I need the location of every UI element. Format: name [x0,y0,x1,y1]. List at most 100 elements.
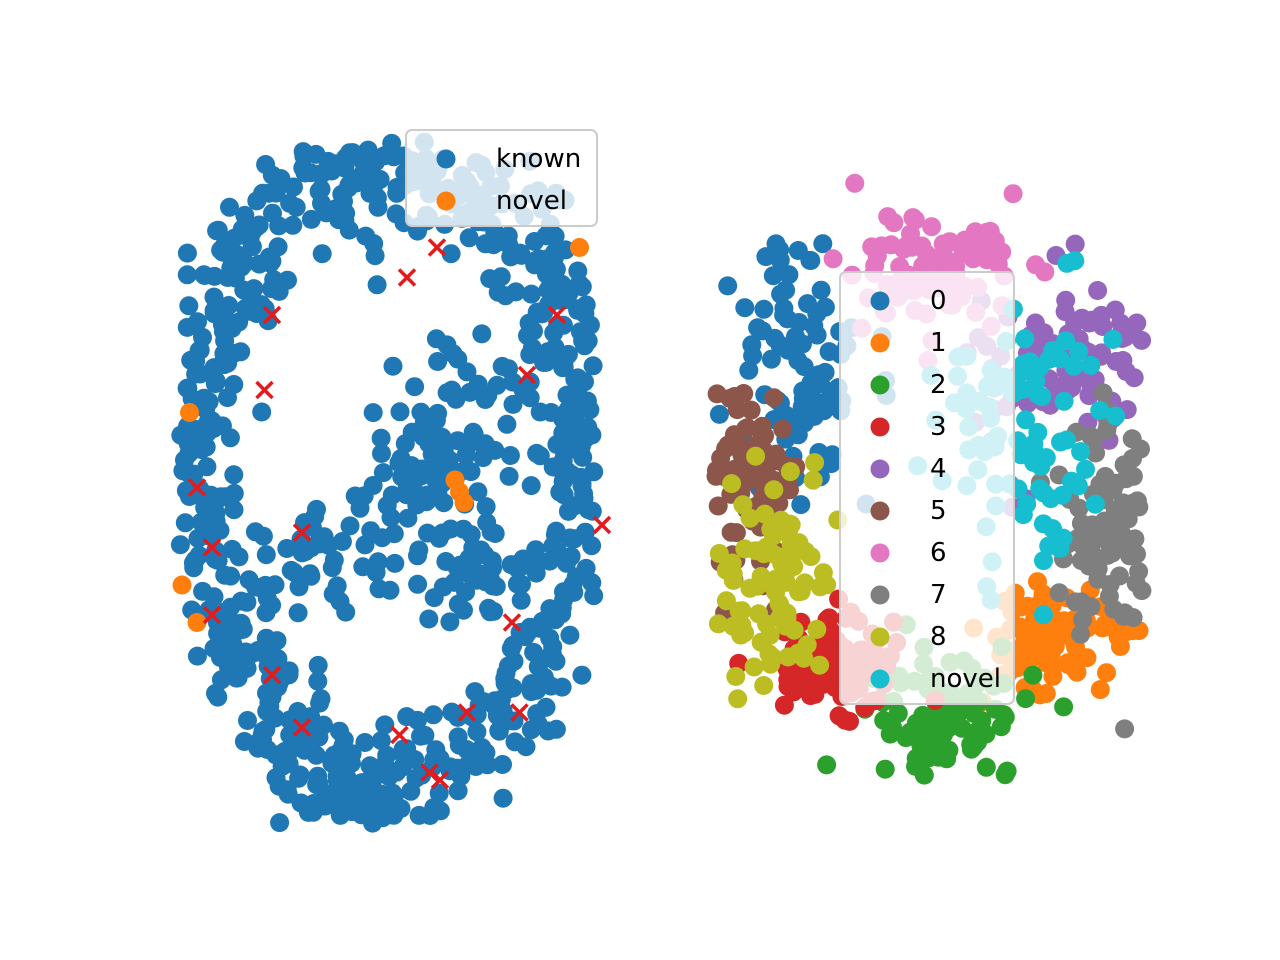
cluster-4-point [1056,290,1076,310]
known-point [231,342,251,362]
cluster-0-point [811,280,831,300]
legend-marker [870,501,890,521]
cluster-novel-point [1061,471,1081,491]
cluster-1-point [1017,627,1037,647]
cluster-8-point [805,453,825,473]
known-point [175,513,195,533]
cluster-8-point [732,601,752,621]
known-point [253,526,273,546]
cluster-7-point [1115,603,1135,623]
x-marker [262,305,282,325]
cluster-0-point [791,495,811,515]
cluster-7-point [1069,498,1089,518]
known-point [463,538,483,558]
legend-label: 7 [930,580,947,610]
cluster-5-point [716,439,736,459]
known-point [432,427,452,447]
known-point [384,147,404,167]
known-point [484,601,504,621]
known-point [503,372,523,392]
known-point [227,643,247,663]
x-marker [510,703,529,722]
known-point [423,705,443,725]
cluster-novel-point [1090,401,1110,420]
known-point [448,781,468,801]
known-point [405,377,425,397]
known-point [572,665,592,685]
x-marker [517,365,537,385]
cluster-0-point [804,316,824,336]
known-point [430,749,450,769]
left-legend: known novel [405,129,598,227]
cluster-8-point [723,570,743,590]
cluster-8-point [807,619,827,639]
cluster-4-point [1132,330,1152,350]
cluster-7-point [1095,467,1115,486]
cluster-7-point [1117,454,1137,474]
cluster-8-point [746,446,766,466]
known-point [520,345,540,365]
known-point [317,159,337,179]
known-point [411,726,430,746]
known-point [582,501,602,521]
known-point [193,327,212,347]
novel-point [172,575,192,595]
cluster-3-point [785,662,805,682]
known-point [553,358,573,378]
known-point [286,197,306,217]
known-point [312,244,332,264]
known-point [372,444,391,463]
known-point [224,228,244,248]
known-point [575,304,595,324]
cluster-0-point [765,328,785,348]
known-point [301,209,321,229]
cluster-2-point [906,756,925,776]
cluster-novel-point [1085,494,1105,514]
cluster-4-point [1065,234,1085,254]
cluster-1-point [1036,653,1056,673]
known-point [395,434,415,454]
known-point [260,696,280,716]
known-point [573,447,593,467]
known-point [528,714,548,734]
cluster-5-point [773,419,793,439]
known-point [206,371,226,391]
cluster-7-point [1113,493,1133,513]
cluster-novel-point [1057,430,1077,450]
cluster-6-point [922,217,942,237]
known-point [518,623,537,643]
cluster-0-point [739,360,759,380]
known-point [250,578,270,598]
known-point [516,737,536,757]
known-point [334,191,353,211]
known-point [554,582,573,602]
cluster-0-point [709,404,729,424]
known-point [543,637,563,657]
known-point [270,813,290,833]
known-point [355,733,375,752]
known-point [521,682,541,702]
known-point [177,317,197,337]
cluster-novel-point [1039,536,1059,556]
known-point [277,539,297,558]
cluster-8-point [735,539,755,559]
known-point [419,609,439,629]
cluster-6-point [1035,262,1055,282]
known-point [503,635,523,655]
series-known-points [170,132,604,833]
cluster-novel-point [1016,410,1036,430]
known-point [526,563,546,583]
known-point [291,793,311,813]
cluster-7-point [1081,426,1101,446]
known-point [180,442,200,462]
known-point [543,457,563,477]
cluster-8-point [759,644,779,664]
cluster-3-point [835,710,855,730]
legend-label: novel [930,664,1001,694]
cluster-0-point [761,349,781,369]
known-point [334,765,353,785]
cluster-7-point [1079,540,1099,560]
known-point [383,783,403,803]
legend-marker [870,459,890,479]
legend-marker [870,543,890,563]
